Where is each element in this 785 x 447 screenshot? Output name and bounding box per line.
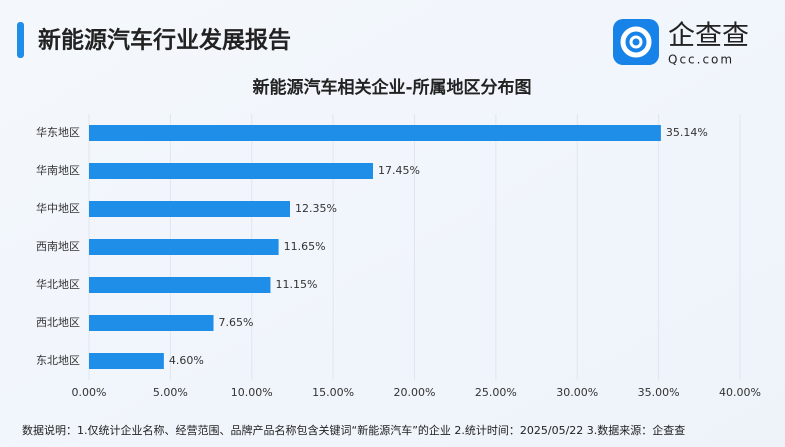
header-accent	[17, 22, 24, 58]
y-tick-label: 华南地区	[36, 163, 80, 177]
logo-icon	[613, 19, 659, 65]
value-label: 11.65%	[284, 240, 326, 253]
bar	[89, 163, 373, 179]
logo: 企查查 Qcc.com	[613, 19, 749, 67]
y-tick-label: 西南地区	[36, 240, 80, 253]
x-tick-label: 0.00%	[72, 386, 107, 399]
value-label: 11.15%	[275, 278, 317, 291]
bar	[89, 353, 164, 369]
y-tick-label: 华东地区	[36, 125, 80, 139]
y-tick-label: 华北地区	[36, 277, 80, 291]
x-tick-label: 40.00%	[719, 386, 761, 399]
bar	[89, 277, 271, 293]
bar	[89, 125, 661, 141]
x-tick-label: 20.00%	[394, 386, 436, 399]
logo-dot	[629, 35, 643, 49]
x-tick-label: 10.00%	[231, 386, 273, 399]
y-tick-label: 西北地区	[36, 316, 80, 329]
bar	[89, 239, 279, 255]
y-tick-label: 东北地区	[36, 354, 80, 367]
footnote: 数据说明：1.仅统计企业名称、经营范围、品牌产品名称包含关键词“新能源汽车”的企…	[22, 423, 685, 437]
x-tick-label: 30.00%	[556, 386, 598, 399]
x-tick-label: 5.00%	[153, 386, 188, 399]
value-label: 35.14%	[666, 126, 708, 139]
bar	[89, 201, 290, 217]
header-title: 新能源汽车行业发展报告	[38, 27, 291, 54]
x-tick-label: 15.00%	[312, 386, 354, 399]
x-tick-label: 35.00%	[638, 386, 680, 399]
logo-domain: Qcc.com	[668, 53, 734, 67]
value-label: 17.45%	[378, 164, 420, 177]
value-label: 12.35%	[295, 202, 337, 215]
value-label: 4.60%	[169, 354, 204, 367]
x-tick-label: 25.00%	[475, 386, 517, 399]
logo-ring	[620, 26, 652, 58]
y-tick-label: 华中地区	[36, 201, 80, 215]
bar	[89, 315, 214, 331]
value-label: 7.65%	[219, 316, 254, 329]
chart-title: 新能源汽车相关企业-所属地区分布图	[252, 77, 531, 98]
logo-name: 企查查	[668, 21, 749, 52]
